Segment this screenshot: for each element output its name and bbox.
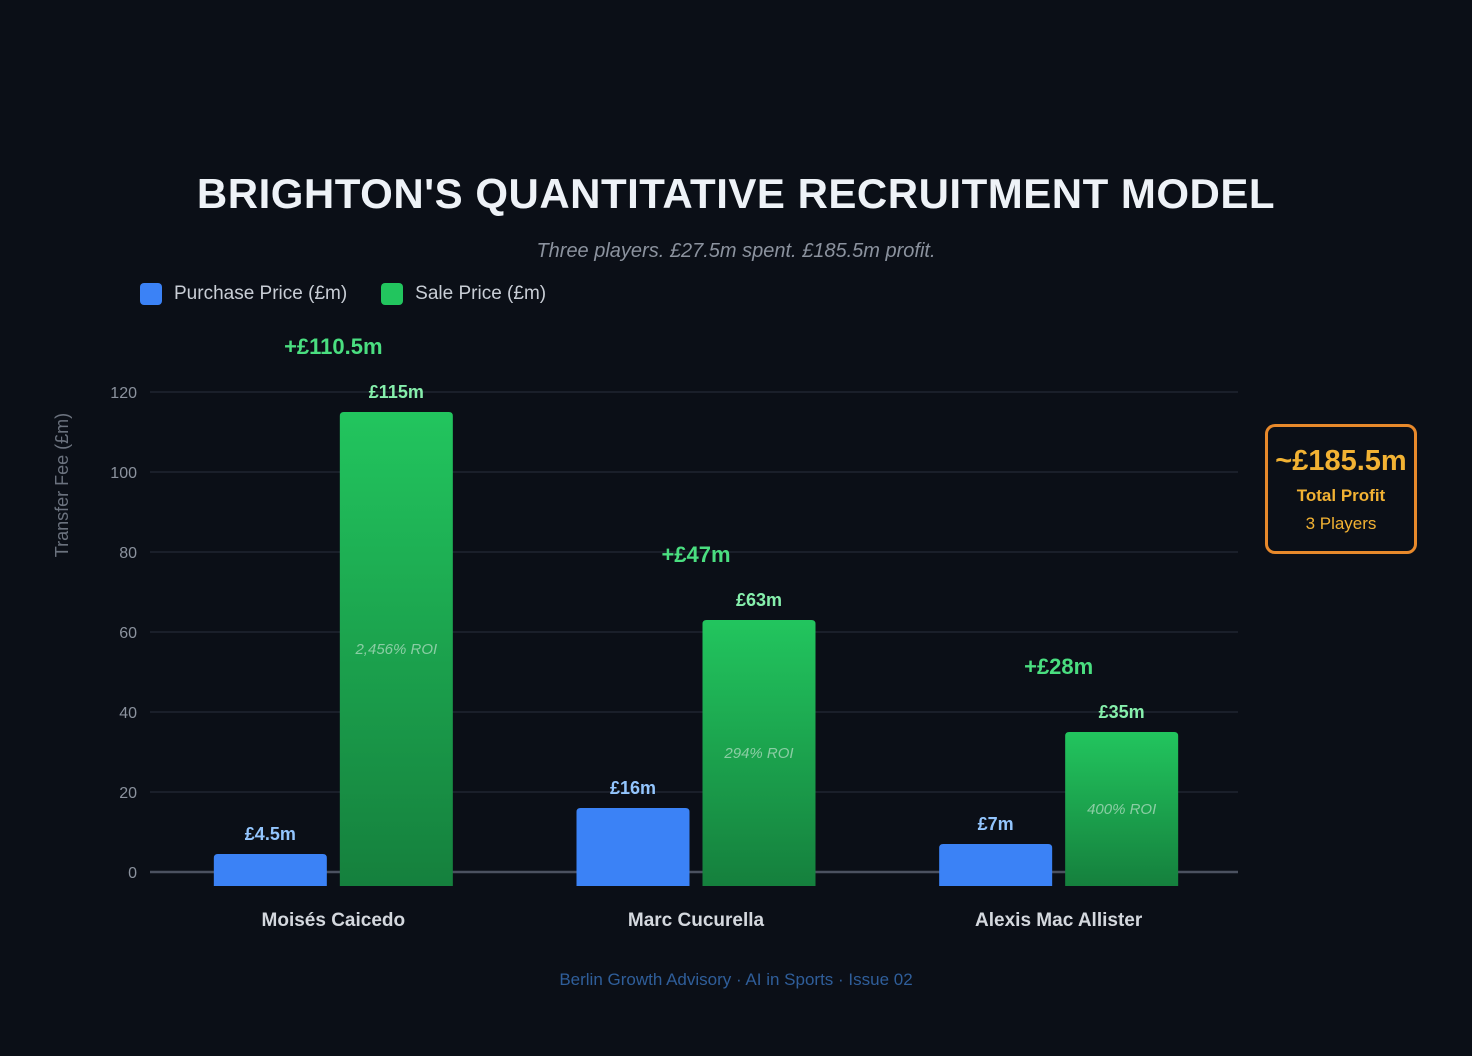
total-profit-card: ~£185.5m Total Profit 3 Players [1265, 424, 1417, 554]
y-axis-label: Transfer Fee (£m) [52, 413, 72, 557]
category-label: Moisés Caicedo [262, 910, 406, 931]
sale-value-label: £63m [736, 590, 782, 610]
sale-bar [339, 412, 453, 886]
purchase-bar [213, 854, 327, 886]
player-count: 3 Players [1305, 514, 1377, 533]
total-profit-value: ~£185.5m [1275, 445, 1407, 477]
profit-label: +£110.5m [284, 334, 382, 359]
legend-label-purchase: Purchase Price (£m) [174, 283, 348, 304]
y-tick-label: 20 [119, 785, 137, 802]
total-profit-label: Total Profit [1296, 486, 1386, 505]
sale-bar [1065, 732, 1179, 886]
category-label: Alexis Mac Allister [975, 910, 1143, 931]
chart-subtitle: Three players. £27.5m spent. £185.5m pro… [536, 240, 936, 262]
purchase-value-label: £16m [610, 778, 656, 798]
y-tick-label: 80 [119, 545, 137, 562]
footer-credit: Berlin Growth Advisory · AI in Sports · … [559, 970, 913, 989]
y-tick-label: 120 [110, 385, 137, 402]
sale-value-label: £115m [369, 382, 424, 402]
chart-title: BRIGHTON'S QUANTITATIVE RECRUITMENT MODE… [196, 170, 1276, 217]
profit-label: +£28m [1024, 654, 1093, 679]
sale-bar [702, 620, 816, 886]
purchase-value-label: £7m [978, 814, 1014, 834]
legend-item-sale[interactable]: Sale Price (£m) [381, 283, 546, 305]
purchase-value-label: £4.5m [245, 824, 296, 844]
legend-swatch-sale [381, 283, 404, 305]
purchase-bar [939, 844, 1053, 886]
y-tick-label: 0 [128, 865, 137, 882]
y-tick-label: 60 [119, 625, 137, 642]
roi-label: 400% ROI [1087, 801, 1156, 818]
y-tick-label: 100 [110, 465, 137, 482]
legend-item-purchase[interactable]: Purchase Price (£m) [140, 283, 347, 305]
legend-swatch-purchase [140, 283, 162, 305]
purchase-bar [576, 808, 690, 886]
legend: Purchase Price (£m) Sale Price (£m) [140, 283, 546, 305]
roi-label: 2,456% ROI [354, 641, 437, 658]
legend-label-sale: Sale Price (£m) [415, 283, 547, 304]
profit-label: +£47m [661, 542, 730, 567]
roi-label: 294% ROI [723, 745, 793, 762]
sale-value-label: £35m [1099, 702, 1145, 722]
category-label: Marc Cucurella [628, 910, 765, 931]
y-tick-label: 40 [119, 705, 137, 722]
